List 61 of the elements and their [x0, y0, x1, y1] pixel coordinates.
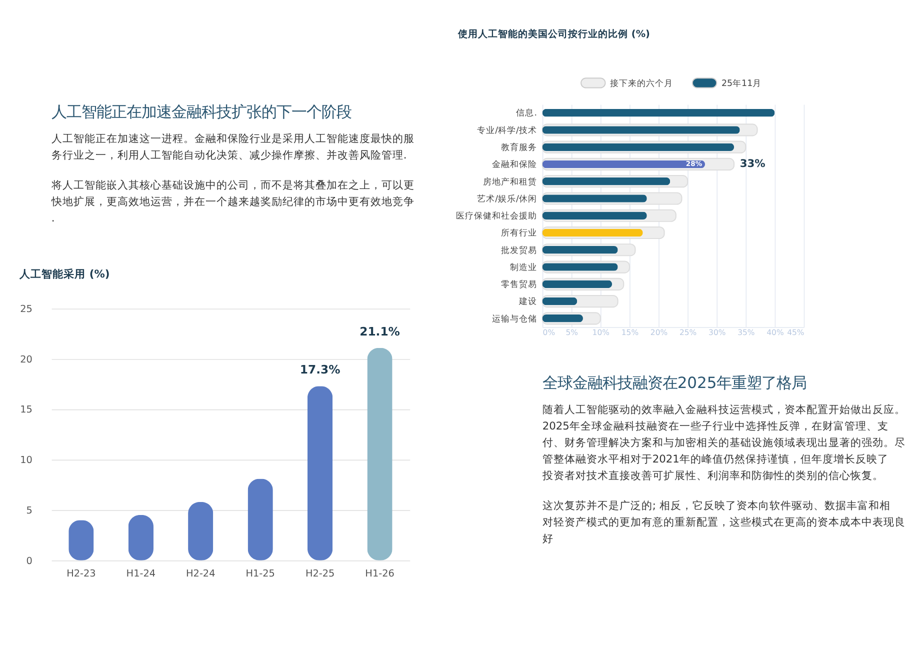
legend-label: 25年11月 — [721, 78, 762, 89]
chart-title: 使用人工智能的美国公司按行业的比例 (%) — [457, 28, 650, 40]
y-tick-label: 零售贸易 — [500, 279, 537, 290]
data-label: 21.1% — [360, 324, 400, 338]
y-tick-label: 所有行业 — [500, 228, 537, 239]
chart-title: 人工智能采用 (%) — [18, 268, 110, 281]
y-tick-label: 20 — [20, 354, 32, 366]
bar — [367, 348, 392, 560]
bar — [542, 108, 775, 117]
y-tick-label: 25 — [20, 304, 32, 315]
x-tick-label: H1-26 — [365, 568, 394, 580]
bar — [542, 212, 647, 220]
y-tick-label: 运输与仓储 — [492, 313, 537, 324]
y-tick-label: 5 — [26, 505, 32, 516]
y-tick-label: 制造业 — [510, 262, 537, 273]
y-tick-label: 信息. — [516, 108, 537, 119]
x-tick-label: 40% — [766, 328, 784, 338]
text: 这次复苏并不是广泛的; 相反，它反映了资本向软件驱动、数据丰富和相对轻资产模式的更加有意的重新配置，这些模式在更高的资本成本中表现良好 — [542, 499, 906, 545]
text: 人工智能正在加速金融科技扩张的下一个阶段 — [51, 102, 352, 121]
bar — [542, 177, 670, 186]
x-tick-label: 20% — [650, 328, 668, 338]
x-tick-label: 35% — [738, 328, 755, 338]
x-tick-label: H1-25 — [246, 568, 275, 580]
x-tick-label: 30% — [708, 328, 726, 338]
bar — [542, 160, 706, 168]
y-tick-label: 艺术/娱乐/休闲 — [477, 193, 537, 204]
x-tick-label: 45% — [787, 328, 804, 338]
text: 随着人工智能驱动的效率融入金融科技运营模式，资本配置开始做出反应。2025年全球金融科技融资在一些子行业中选择性反弹，在财富管理、支付、财务管理解决方案和与加密相关的基础设施领域表现出显著的强劲。尽管整体融资水平相对于2021年的峰值仍然保持谨慎，但年度增长反映了投资者对技术直接改善可扩展性、利润率和防御性的类别的信心恢复。 — [541, 403, 906, 482]
y-tick-label: 批发贸易 — [500, 244, 537, 256]
text: 将人工智能嵌入其核心基础设施中的公司，而不是将其叠加在之上，可以更快地扩展，更高效地运营，并在一个越来越奖励纪律的市场中更有效地竞争. — [50, 178, 414, 224]
y-tick-label: 专业/科学/技术 — [477, 124, 537, 136]
x-tick-label: 15% — [621, 328, 639, 338]
x-tick-label: H1-24 — [126, 568, 156, 580]
bar — [542, 246, 618, 254]
x-tick-label: 10% — [592, 328, 610, 338]
x-tick-label: H2-24 — [186, 568, 216, 580]
y-tick-label: 建设 — [518, 296, 537, 308]
y-tick-label: 房地产和租赁 — [482, 176, 537, 188]
x-tick-label: 0% — [542, 328, 556, 338]
y-tick-label: 医疗保健和社会援助 — [456, 210, 537, 222]
bar — [542, 280, 612, 288]
y-tick-label: 教育服务 — [500, 142, 537, 153]
x-tick-label: 5% — [566, 328, 578, 338]
bar — [542, 297, 578, 306]
bar — [542, 143, 734, 151]
x-tick-label: 25% — [679, 328, 697, 338]
bar — [248, 478, 273, 560]
y-tick-label: 金融和保险 — [492, 159, 537, 170]
data-label: 17.3% — [300, 362, 341, 377]
x-tick-label: H2-25 — [305, 568, 335, 580]
legend-label: 接下来的六个月 — [610, 78, 674, 89]
text: 人工智能正在加速这一进程。金融和保险行业是采用人工智能速度最快的服务行业之一，利用人工智能自动化决策、减少操作摩擦、并改善风险管理. — [51, 132, 414, 162]
text: 全球金融科技融资在2025年重塑了格局 — [542, 374, 807, 392]
y-tick-label: 0 — [26, 556, 32, 567]
y-tick-label: 15 — [20, 404, 32, 416]
y-tick-label: 10 — [20, 455, 32, 466]
data-label: 33% — [740, 157, 766, 170]
bar — [307, 386, 333, 560]
bar — [542, 228, 643, 237]
x-tick-label: H2-23 — [66, 568, 96, 580]
bar — [542, 314, 583, 322]
